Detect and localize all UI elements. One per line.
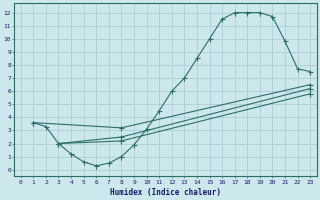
X-axis label: Humidex (Indice chaleur): Humidex (Indice chaleur) [110, 188, 221, 197]
